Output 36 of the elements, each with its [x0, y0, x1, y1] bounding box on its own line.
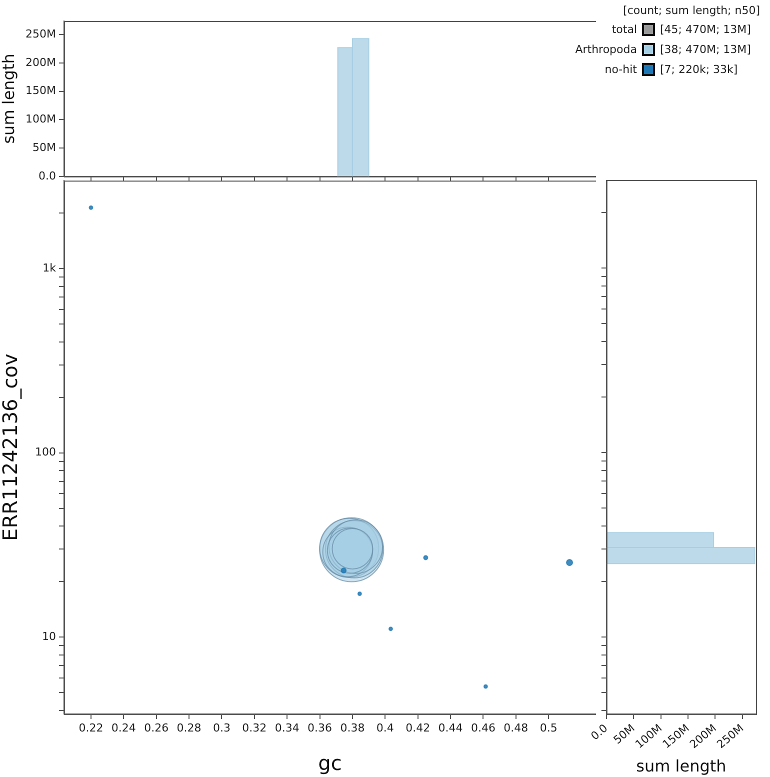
- y-tick-label: 50M: [32, 140, 56, 154]
- x-tick-label: 0.26: [144, 721, 169, 734]
- y-tick-label: 10: [42, 630, 56, 644]
- y-tick-label: 150M: [26, 84, 56, 98]
- x-axis-title: gc: [318, 751, 342, 776]
- x-tick-label: 0.32: [242, 721, 267, 734]
- x-tick-label: 0.36: [308, 721, 332, 734]
- text: [7; 220k; 33k]: [660, 62, 739, 76]
- x-tick-label: 0.3: [212, 721, 230, 734]
- x-tick-label: 0.44: [438, 721, 463, 734]
- legend-label: Arthropoda: [575, 42, 637, 56]
- y-tick-label: 200M: [26, 56, 56, 69]
- x-tick-label: 0.4: [376, 721, 394, 734]
- legend-title: [count; sum length; n50]: [622, 4, 760, 17]
- x-tick-label: 0.34: [274, 721, 300, 734]
- x-tick-label: 0.48: [504, 721, 528, 734]
- legend-label: total: [612, 22, 637, 36]
- y-tick-label: 0.0: [38, 169, 56, 182]
- y-tick-label: 250M: [26, 27, 56, 40]
- x-tick-label: 0.42: [406, 721, 430, 734]
- x-tick-label: 0.38: [340, 721, 365, 734]
- y-axis-title: sum length: [0, 54, 18, 144]
- text: [38; 470M; 13M]: [660, 42, 752, 56]
- x-tick-label: 0.24: [111, 721, 136, 734]
- x-tick-label: 0.22: [78, 721, 104, 734]
- y-tick-label: 1k: [42, 261, 57, 274]
- x-tick-label: 0.46: [470, 721, 496, 734]
- x-axis-title: sum length: [636, 756, 726, 776]
- x-tick-label: 0.28: [176, 721, 202, 734]
- legend-label: no-hit: [604, 62, 637, 76]
- y-tick-label: 100M: [26, 112, 56, 126]
- text: [45; 470M; 13M]: [660, 22, 752, 36]
- x-tick-label: 0.5: [540, 721, 558, 734]
- y-axis-title: ERR11242136_cov: [0, 353, 22, 541]
- x-tick-label: 0.0: [588, 722, 610, 743]
- y-tick-label: 100: [35, 446, 56, 459]
